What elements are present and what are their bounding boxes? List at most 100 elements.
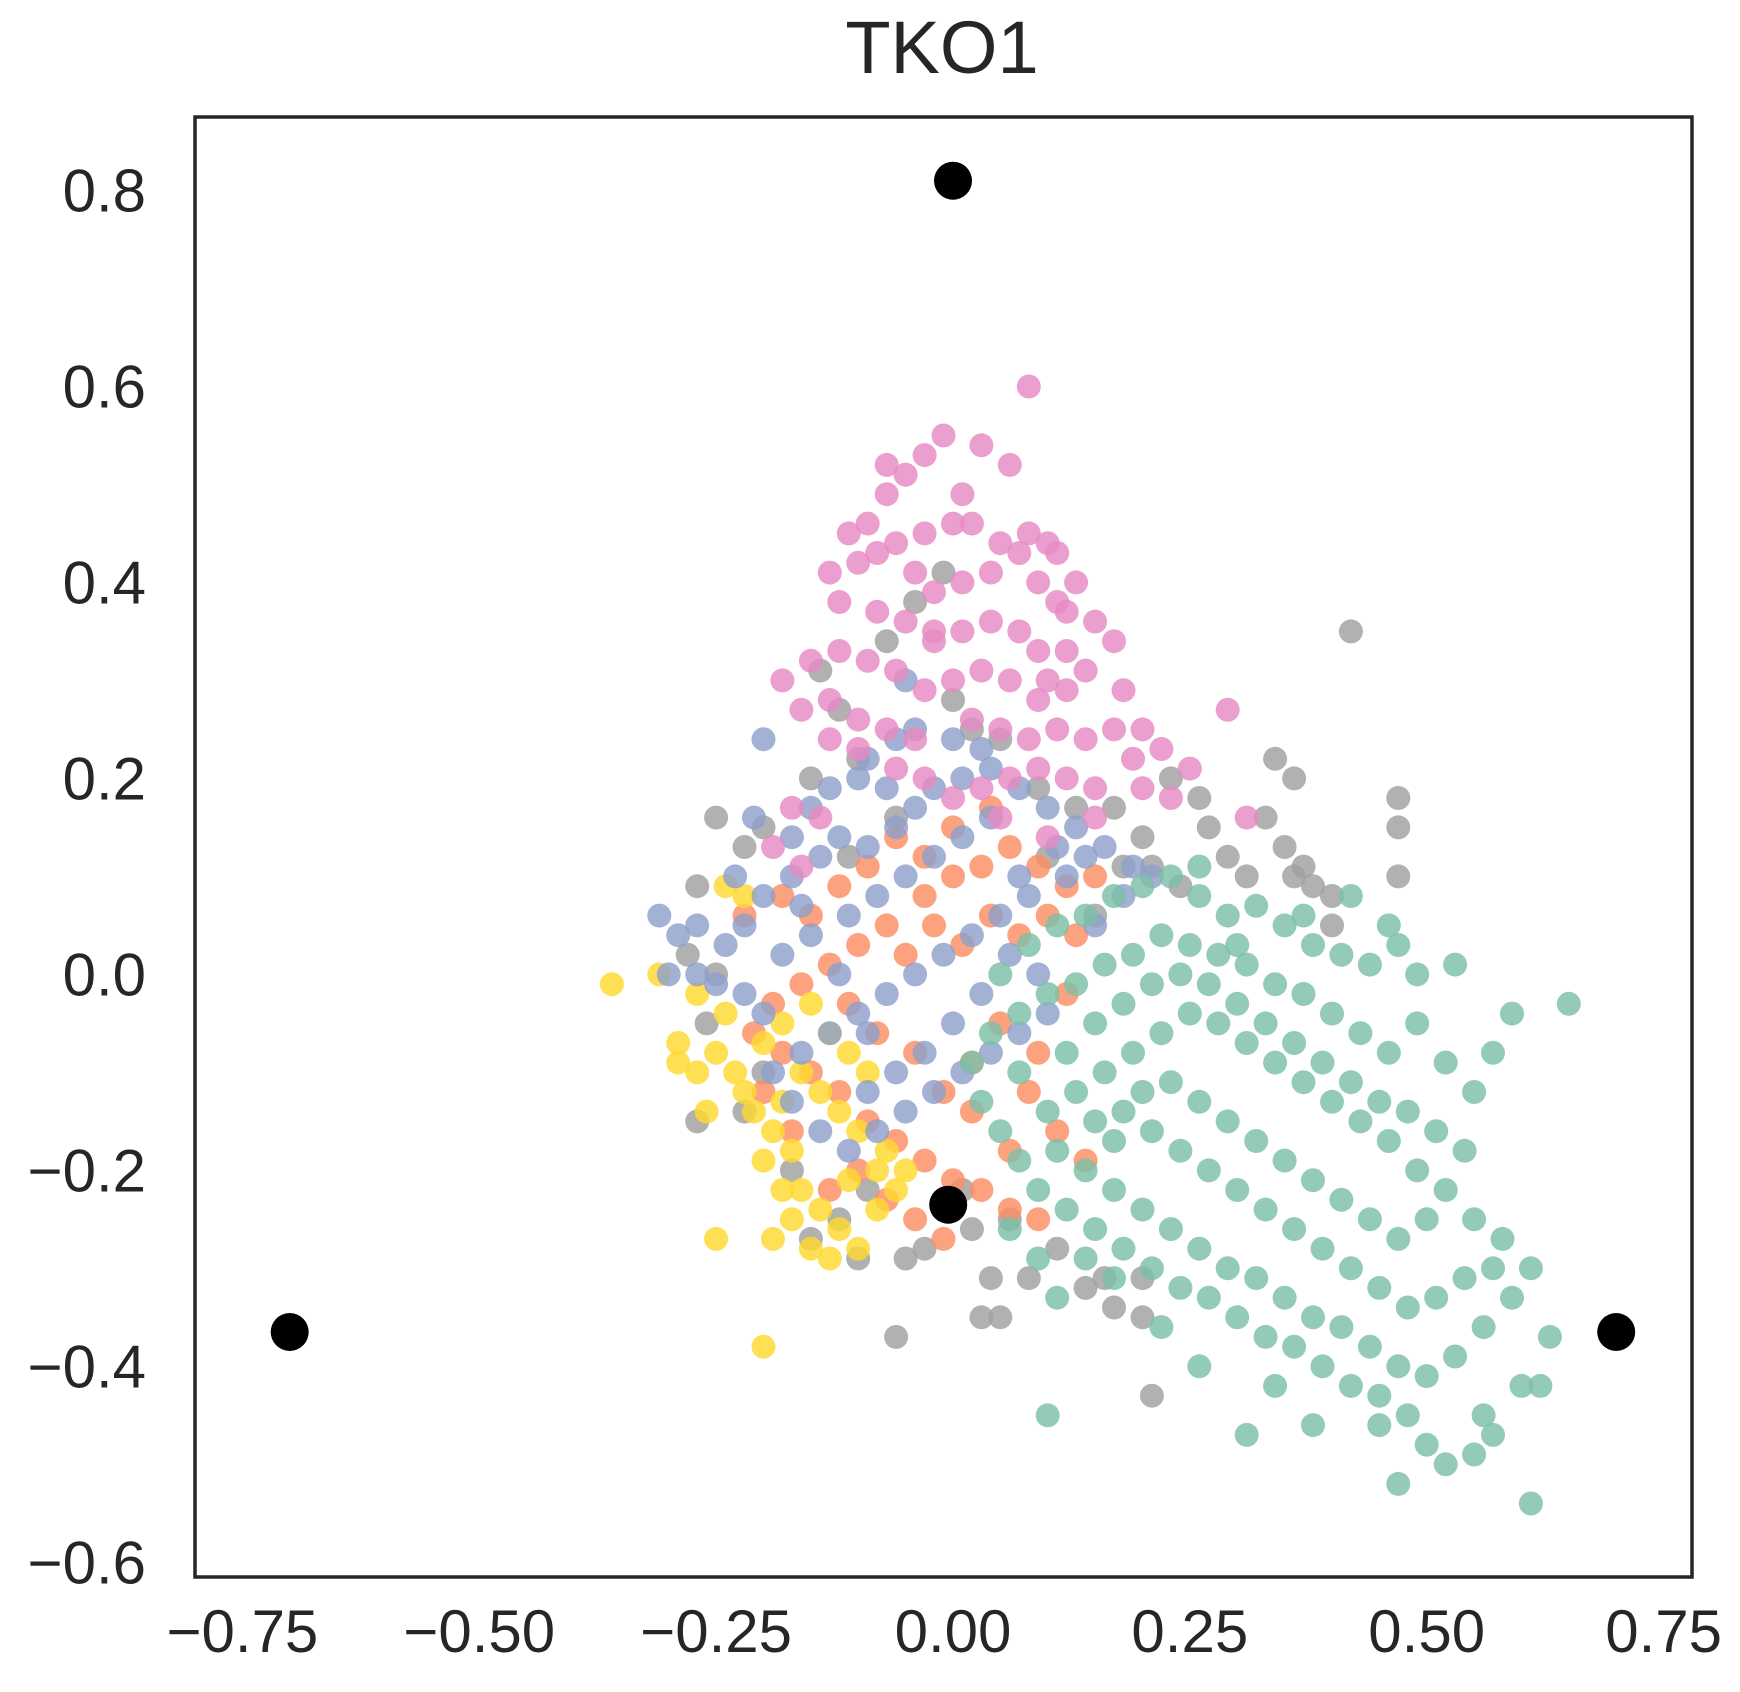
data-point-0-51 [1045, 1236, 1070, 1261]
data-point-5-77 [1149, 1021, 1174, 1046]
data-point-4-53 [770, 668, 795, 693]
data-point-4-74 [969, 776, 994, 801]
data-point-5-104 [1367, 1275, 1392, 1300]
data-point-4-90 [922, 619, 946, 644]
data-point-5-102 [1424, 1285, 1449, 1310]
data-point-2-13 [732, 884, 757, 908]
data-point-2-36 [704, 1226, 729, 1251]
data-point-3-5 [751, 884, 776, 908]
data-point-5-2 [1045, 913, 1070, 938]
data-point-0-9 [941, 688, 965, 712]
data-point-5-135 [1272, 1148, 1297, 1173]
data-point-1-56 [1045, 1119, 1070, 1144]
data-point-1-26 [912, 1148, 937, 1173]
data-point-4-6 [893, 462, 918, 487]
y-tick-label: 0.0 [63, 941, 146, 1008]
data-point-5-140 [1130, 1080, 1155, 1104]
data-point-5-115 [1054, 1040, 1079, 1065]
data-point-5-152 [1367, 1413, 1392, 1438]
data-point-4-34 [950, 619, 975, 644]
data-point-2-21 [817, 1246, 842, 1271]
data-point-3-72 [1026, 962, 1051, 987]
data-point-4-88 [1234, 805, 1259, 830]
y-axis-ticks: 0.8 0.6 0.4 0.2 0.0 −0.2 −0.4 −0.6 [28, 158, 146, 1597]
data-point-5-8 [1215, 903, 1240, 928]
data-point-5-35 [1064, 972, 1089, 997]
data-point-5-24 [1376, 1040, 1401, 1065]
data-point-5-110 [1196, 1158, 1221, 1183]
data-point-0-54 [1130, 1305, 1155, 1330]
data-point-5-52 [1282, 1334, 1307, 1359]
data-point-3-56 [779, 1089, 804, 1114]
data-point-3-47 [969, 737, 994, 761]
data-point-3-57 [808, 1119, 833, 1144]
data-point-4-81 [779, 795, 804, 820]
data-point-2-11 [770, 1011, 795, 1036]
data-point-5-123 [1282, 1031, 1307, 1055]
data-point-0-12 [1064, 795, 1089, 820]
data-point-3-60 [893, 1099, 918, 1124]
data-point-2-7 [732, 1080, 757, 1104]
data-point-2-8 [742, 1099, 766, 1124]
data-point-4-71 [884, 756, 909, 781]
data-point-5-111 [1168, 1138, 1193, 1163]
data-point-3-53 [742, 805, 766, 830]
data-point-3-25 [903, 962, 928, 987]
data-point-5-114 [1083, 1109, 1108, 1134]
y-tick-label: −0.6 [28, 1529, 146, 1596]
data-point-2-3 [666, 1050, 691, 1075]
data-point-5-147 [1234, 1422, 1259, 1447]
data-point-5-90 [1244, 1266, 1269, 1291]
data-point-5-139 [1158, 1070, 1183, 1095]
data-point-5-83 [1045, 1138, 1070, 1163]
data-point-5-10 [1272, 913, 1297, 938]
data-point-0-48 [969, 1305, 994, 1330]
data-point-0-0 [704, 805, 729, 830]
data-point-4-26 [1007, 541, 1032, 565]
data-point-4-55 [817, 688, 842, 712]
data-point-2-30 [808, 1080, 833, 1104]
data-point-4-1 [931, 423, 956, 448]
y-tick-label: −0.4 [28, 1333, 146, 1400]
data-point-1-35 [931, 1226, 956, 1251]
data-point-3-39 [893, 864, 918, 889]
data-point-1-29 [997, 1197, 1022, 1222]
data-point-5-146 [1187, 1354, 1212, 1379]
anchor-point-6-0 [934, 161, 972, 200]
series-1 [732, 795, 1108, 1251]
data-point-5-73 [1263, 1050, 1288, 1075]
data-point-5-142 [1073, 1246, 1098, 1271]
data-point-3-75 [1073, 844, 1098, 869]
x-tick-label: 0.75 [1605, 1598, 1722, 1665]
data-point-4-37 [1026, 639, 1051, 663]
data-point-3-54 [723, 864, 748, 889]
data-point-3-2 [685, 913, 710, 938]
x-axis-ticks: −0.75 −0.50 −0.25 0.00 0.25 0.50 0.75 [166, 1598, 1722, 1665]
data-point-5-121 [1225, 991, 1250, 1016]
data-point-0-42 [884, 1324, 909, 1349]
data-point-5-37 [1007, 1001, 1032, 1026]
data-point-4-44 [884, 658, 909, 683]
data-point-5-19 [1556, 991, 1581, 1016]
data-point-2-2 [666, 1031, 691, 1055]
data-point-5-120 [1196, 972, 1221, 997]
data-point-4-8 [950, 482, 975, 507]
data-point-1-37 [751, 1080, 776, 1104]
data-point-4-47 [969, 658, 994, 683]
data-point-0-44 [912, 1236, 937, 1261]
data-point-5-67 [1433, 1178, 1458, 1202]
data-point-5-92 [1301, 1305, 1325, 1330]
data-point-5-70 [1348, 1109, 1373, 1134]
data-point-4-41 [798, 648, 823, 673]
data-point-3-52 [779, 825, 804, 850]
data-point-5-101 [1452, 1266, 1477, 1291]
data-point-5-160 [1187, 854, 1212, 879]
data-point-4-84 [789, 854, 814, 879]
data-point-4-13 [941, 511, 965, 536]
x-tick-label: 0.25 [1131, 1598, 1248, 1665]
data-point-3-11 [903, 795, 928, 820]
data-point-2-12 [713, 1001, 738, 1026]
data-point-2-38 [685, 982, 710, 1006]
data-point-5-85 [1102, 1178, 1126, 1202]
data-point-4-18 [1045, 541, 1070, 565]
